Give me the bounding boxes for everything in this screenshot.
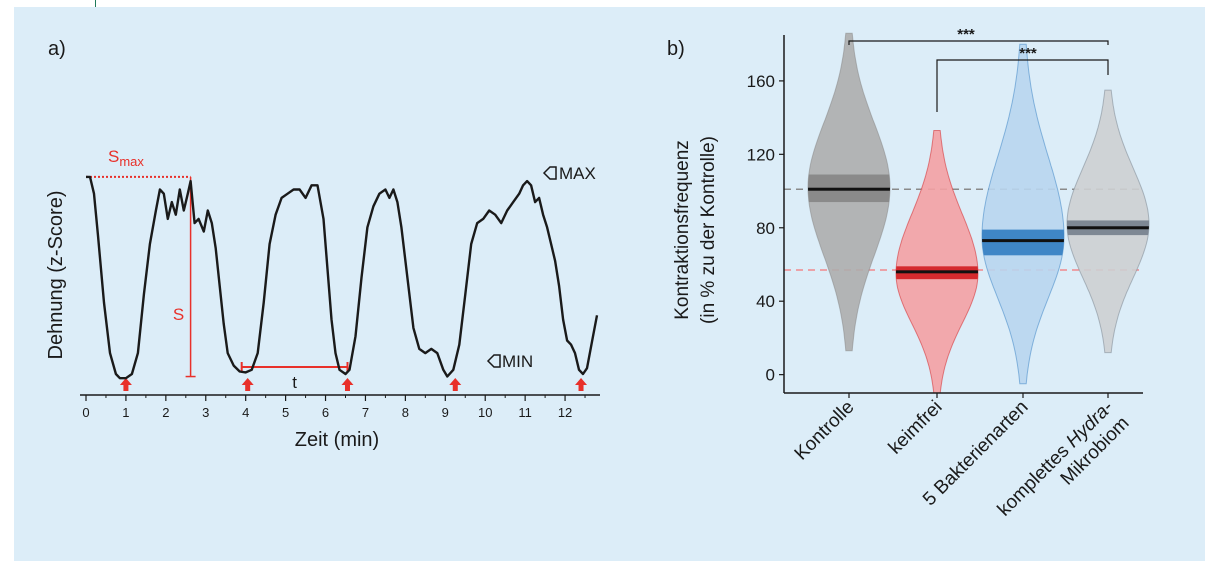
violin-median-line xyxy=(982,239,1064,243)
x-tick-label: 11 xyxy=(518,405,532,420)
strain-trace-line xyxy=(86,175,599,380)
panel-b-ylabel-2: (in % zu der Kontrolle) xyxy=(698,136,719,324)
x-tick-label: 8 xyxy=(402,405,409,420)
x-tick-label: 0 xyxy=(82,405,89,420)
max-arrow-icon xyxy=(542,166,557,180)
category-label: keimfrei xyxy=(885,397,947,459)
violin-median-line xyxy=(896,270,978,274)
s-label: S xyxy=(173,305,184,324)
significance-stars: *** xyxy=(957,26,975,43)
y-tick-label: 120 xyxy=(747,145,775,164)
x-tick-label: 6 xyxy=(322,405,329,420)
panel-b: b) Kontraktionsfrequenz (in % zu der Kon… xyxy=(667,26,1150,521)
violin-median-line xyxy=(1067,226,1149,230)
red-up-arrow xyxy=(241,378,254,391)
y-tick-label: 160 xyxy=(747,72,775,91)
violin-median-line xyxy=(808,187,890,191)
x-tick-label: 2 xyxy=(162,405,169,420)
x-tick-label: 3 xyxy=(202,405,209,420)
panel-a-xlabel: Zeit (min) xyxy=(295,429,379,451)
panel-b-ylabel: Kontraktionsfrequenz xyxy=(672,140,693,320)
smax-label: Smax xyxy=(108,147,144,169)
red-up-arrow xyxy=(449,378,462,391)
y-tick-label: 80 xyxy=(756,219,775,238)
significance-bracket xyxy=(936,59,1109,112)
min-label: MIN xyxy=(502,352,533,371)
violin-body xyxy=(981,43,1065,385)
red-up-arrow xyxy=(119,378,132,391)
x-tick-label: 4 xyxy=(242,405,249,420)
x-tick-label: 1 xyxy=(122,405,129,420)
significance-stars: *** xyxy=(1019,45,1037,62)
violin-body xyxy=(895,130,979,394)
max-label: MAX xyxy=(559,164,596,183)
x-tick-label: 7 xyxy=(362,405,369,420)
red-up-arrow xyxy=(341,378,354,391)
x-tick-label: 10 xyxy=(478,405,492,420)
panel-b-label: b) xyxy=(667,38,685,60)
panel-a-label: a) xyxy=(48,38,66,60)
panel-a-ylabel: Dehnung (z-Score) xyxy=(45,191,67,360)
min-arrow-icon xyxy=(486,354,501,368)
x-tick-label: 9 xyxy=(442,405,449,420)
y-tick-label: 0 xyxy=(766,366,775,385)
accent-rule xyxy=(95,0,96,9)
category-label: Kontrolle xyxy=(791,397,859,465)
x-tick-label: 5 xyxy=(282,405,289,420)
red-up-arrow xyxy=(575,378,588,391)
x-tick-label: 12 xyxy=(558,405,572,420)
y-tick-label: 40 xyxy=(756,292,775,311)
significance-bracket xyxy=(848,40,1109,45)
violin-iqr-band xyxy=(982,229,1064,256)
t-label: t xyxy=(292,373,297,392)
